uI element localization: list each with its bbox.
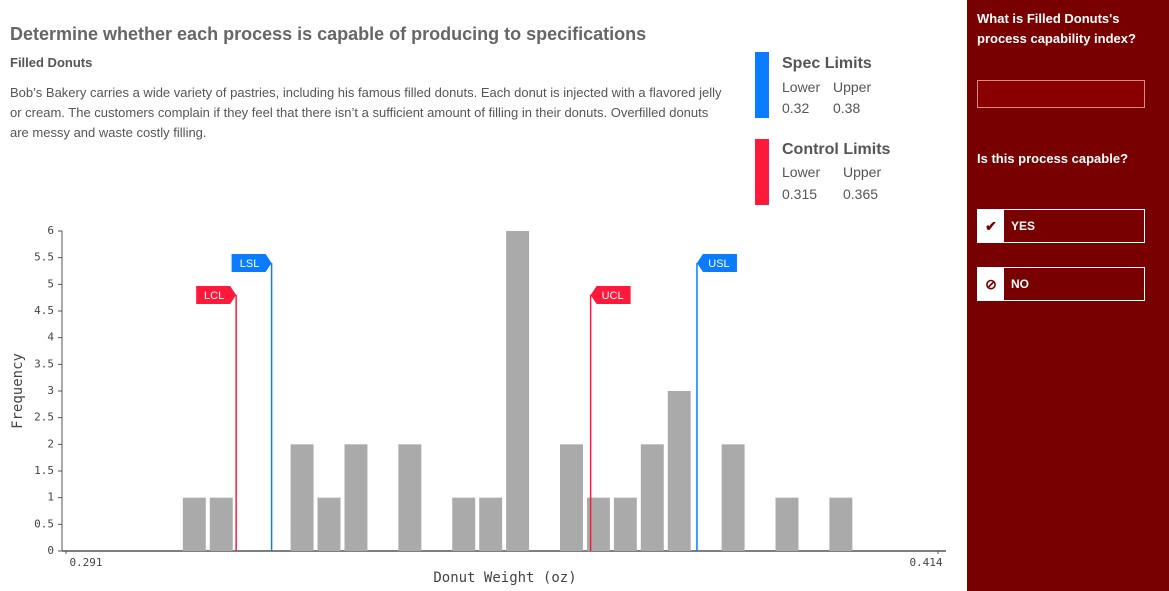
legend-title: Spec Limits [782, 55, 872, 72]
chart: 0 0.5 1 1.5 2 2.5 3 3.5 4 4.5 5 5.5 6 0.291 0.414 Donut… [10, 224, 946, 586]
legend-value: 0.365 [843, 186, 879, 202]
sidebar: What is Filled Donuts's process capabili… [967, 0, 1169, 591]
x-tick-label: 0.291 [69, 556, 102, 569]
bar [775, 497, 799, 551]
control-swatch [755, 139, 769, 205]
yes-button[interactable]: ✔ YES [977, 209, 1145, 243]
bar [452, 497, 476, 551]
limit-tag-label: UCL [602, 290, 624, 302]
legend-label: Upper [843, 164, 882, 180]
spec-swatch [755, 52, 769, 118]
bar [613, 497, 637, 551]
y-tick-label: 1.5 [34, 464, 54, 477]
y-tick-label: 3.5 [34, 357, 54, 370]
limit-tag [196, 286, 237, 304]
title: Determine whether each process is capabl… [10, 24, 647, 44]
y-tick-label: 0 [47, 544, 54, 557]
bar [640, 444, 664, 551]
bar [344, 444, 368, 551]
bar [182, 497, 206, 551]
subtitle: Filled Donuts [10, 55, 93, 70]
bar [560, 444, 583, 551]
question: What is Filled Donuts's process capabili… [977, 11, 1136, 46]
legend-value: 0.315 [782, 186, 818, 202]
limit-tag [590, 286, 631, 304]
bar [398, 444, 422, 551]
bar [317, 497, 341, 551]
limit-tag-label: LSL [240, 258, 260, 270]
limit-tag [231, 254, 272, 272]
y-tick-label: 3 [47, 384, 54, 397]
y-tick-label: 5.5 [34, 251, 54, 264]
legend-value: 0.38 [833, 100, 861, 116]
legend-title: Control Limits [782, 141, 891, 158]
limit-tag-label: USL [708, 258, 729, 270]
y-tick-label: 4.5 [34, 304, 54, 317]
limit-tag [696, 254, 737, 272]
legend-label: Lower [782, 164, 821, 180]
y-tick-label: 4 [47, 331, 54, 344]
y-tick-label: 0.5 [34, 517, 54, 530]
bar [586, 497, 610, 551]
legend-label: Upper [833, 79, 872, 95]
y-axis-label: Frequency [10, 353, 26, 429]
y-tick-label: 5 [47, 277, 54, 290]
y-tick-label: 1 [47, 491, 54, 504]
ban-icon: ⊘ [978, 268, 1004, 300]
answer-input[interactable] [977, 80, 1145, 108]
legend-value: 0.32 [782, 100, 810, 116]
x-axis-label: Donut Weight (oz) [433, 570, 576, 586]
y-tick-label: 2.5 [34, 411, 54, 424]
limit-tag-label: LCL [204, 290, 224, 302]
check-icon: ✔ [978, 210, 1004, 242]
bar [479, 497, 503, 551]
x-tick-label: 0.414 [909, 556, 942, 569]
bar [667, 391, 691, 551]
bar [721, 444, 745, 551]
y-tick-label: 6 [47, 224, 54, 237]
question: Is this process capable? [977, 151, 1129, 166]
bar [829, 497, 853, 551]
button-label: YES [1011, 219, 1036, 233]
y-tick-label: 2 [47, 437, 54, 450]
bar [290, 444, 314, 551]
bar [209, 497, 233, 551]
description: Bob’s Bakery carries a wide variety of p… [10, 85, 722, 140]
legend-label: Lower [782, 79, 821, 95]
button-label: NO [1011, 277, 1029, 291]
no-button[interactable]: ⊘ NO [977, 267, 1145, 301]
bar [506, 231, 530, 551]
